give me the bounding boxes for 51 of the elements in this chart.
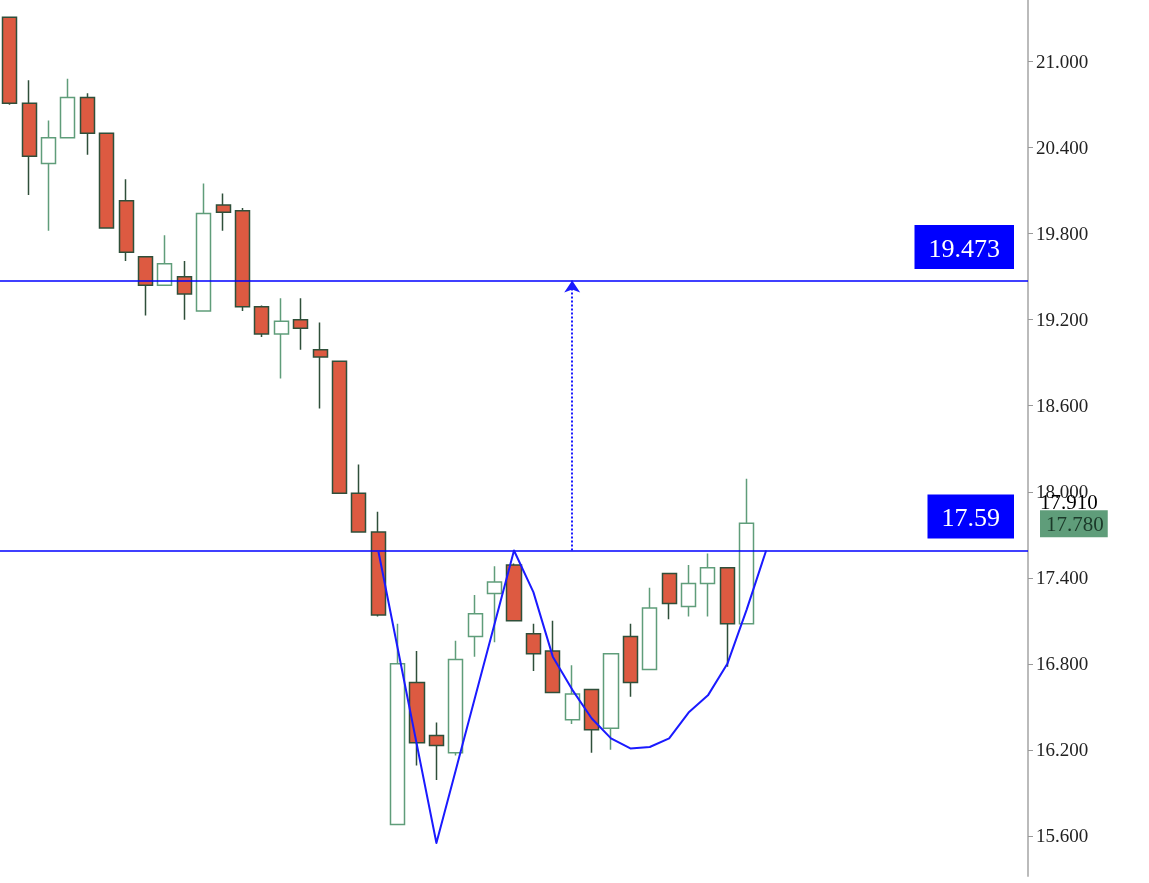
candlestick (312, 321, 329, 410)
candlestick (525, 622, 542, 672)
y-tick-label: 17.400 (1036, 567, 1089, 589)
y-tick-label: 21.000 (1036, 51, 1089, 73)
y-tick-label: 19.800 (1036, 223, 1089, 245)
candlestick (680, 564, 697, 618)
candlestick (331, 360, 348, 494)
candlestick (428, 721, 445, 781)
candlestick (719, 567, 736, 668)
candlestick (699, 552, 716, 618)
candlestick (467, 594, 484, 658)
y-tick-label: 18.600 (1036, 395, 1089, 417)
candlestick (602, 653, 620, 751)
candlestick (389, 622, 406, 826)
candlestick (622, 622, 639, 698)
candlestick (1, 16, 18, 106)
candlestick (59, 78, 76, 139)
candlestick (447, 640, 464, 757)
candlestick (40, 119, 57, 232)
line-series (377, 549, 768, 845)
candlestick (137, 255, 154, 317)
candlestick (350, 463, 367, 533)
y-tick-label: 16.200 (1036, 739, 1089, 761)
candlestick (564, 664, 581, 725)
candlestick (253, 304, 270, 338)
candlestick (661, 572, 678, 621)
candlestick (738, 478, 755, 625)
candlestick (79, 92, 96, 156)
candlestick (118, 178, 135, 262)
y-tick-label: 16.800 (1036, 653, 1089, 675)
candlestick (583, 688, 600, 754)
candlestick (156, 234, 173, 287)
candlestick (21, 79, 38, 196)
y-tick-label: 15.600 (1036, 825, 1089, 847)
candlestick (234, 207, 251, 312)
ref-line-label: 19.473 (928, 233, 1000, 263)
candlestick (544, 620, 561, 694)
candlestick (273, 297, 290, 380)
ref-line-label: 17.59 (941, 503, 1000, 533)
candlestick (505, 562, 523, 622)
candlestick (486, 565, 503, 644)
text: 17.780 (1046, 511, 1104, 536)
candlestick (641, 587, 658, 671)
y-tick-label: 19.200 (1036, 309, 1089, 331)
candlestick (98, 132, 115, 229)
candlestick (408, 650, 426, 767)
candlestick (195, 182, 212, 312)
candlestick (292, 297, 309, 351)
candlestick (370, 511, 387, 618)
y-tick-label: 20.400 (1036, 137, 1089, 159)
candlestick (215, 192, 232, 232)
